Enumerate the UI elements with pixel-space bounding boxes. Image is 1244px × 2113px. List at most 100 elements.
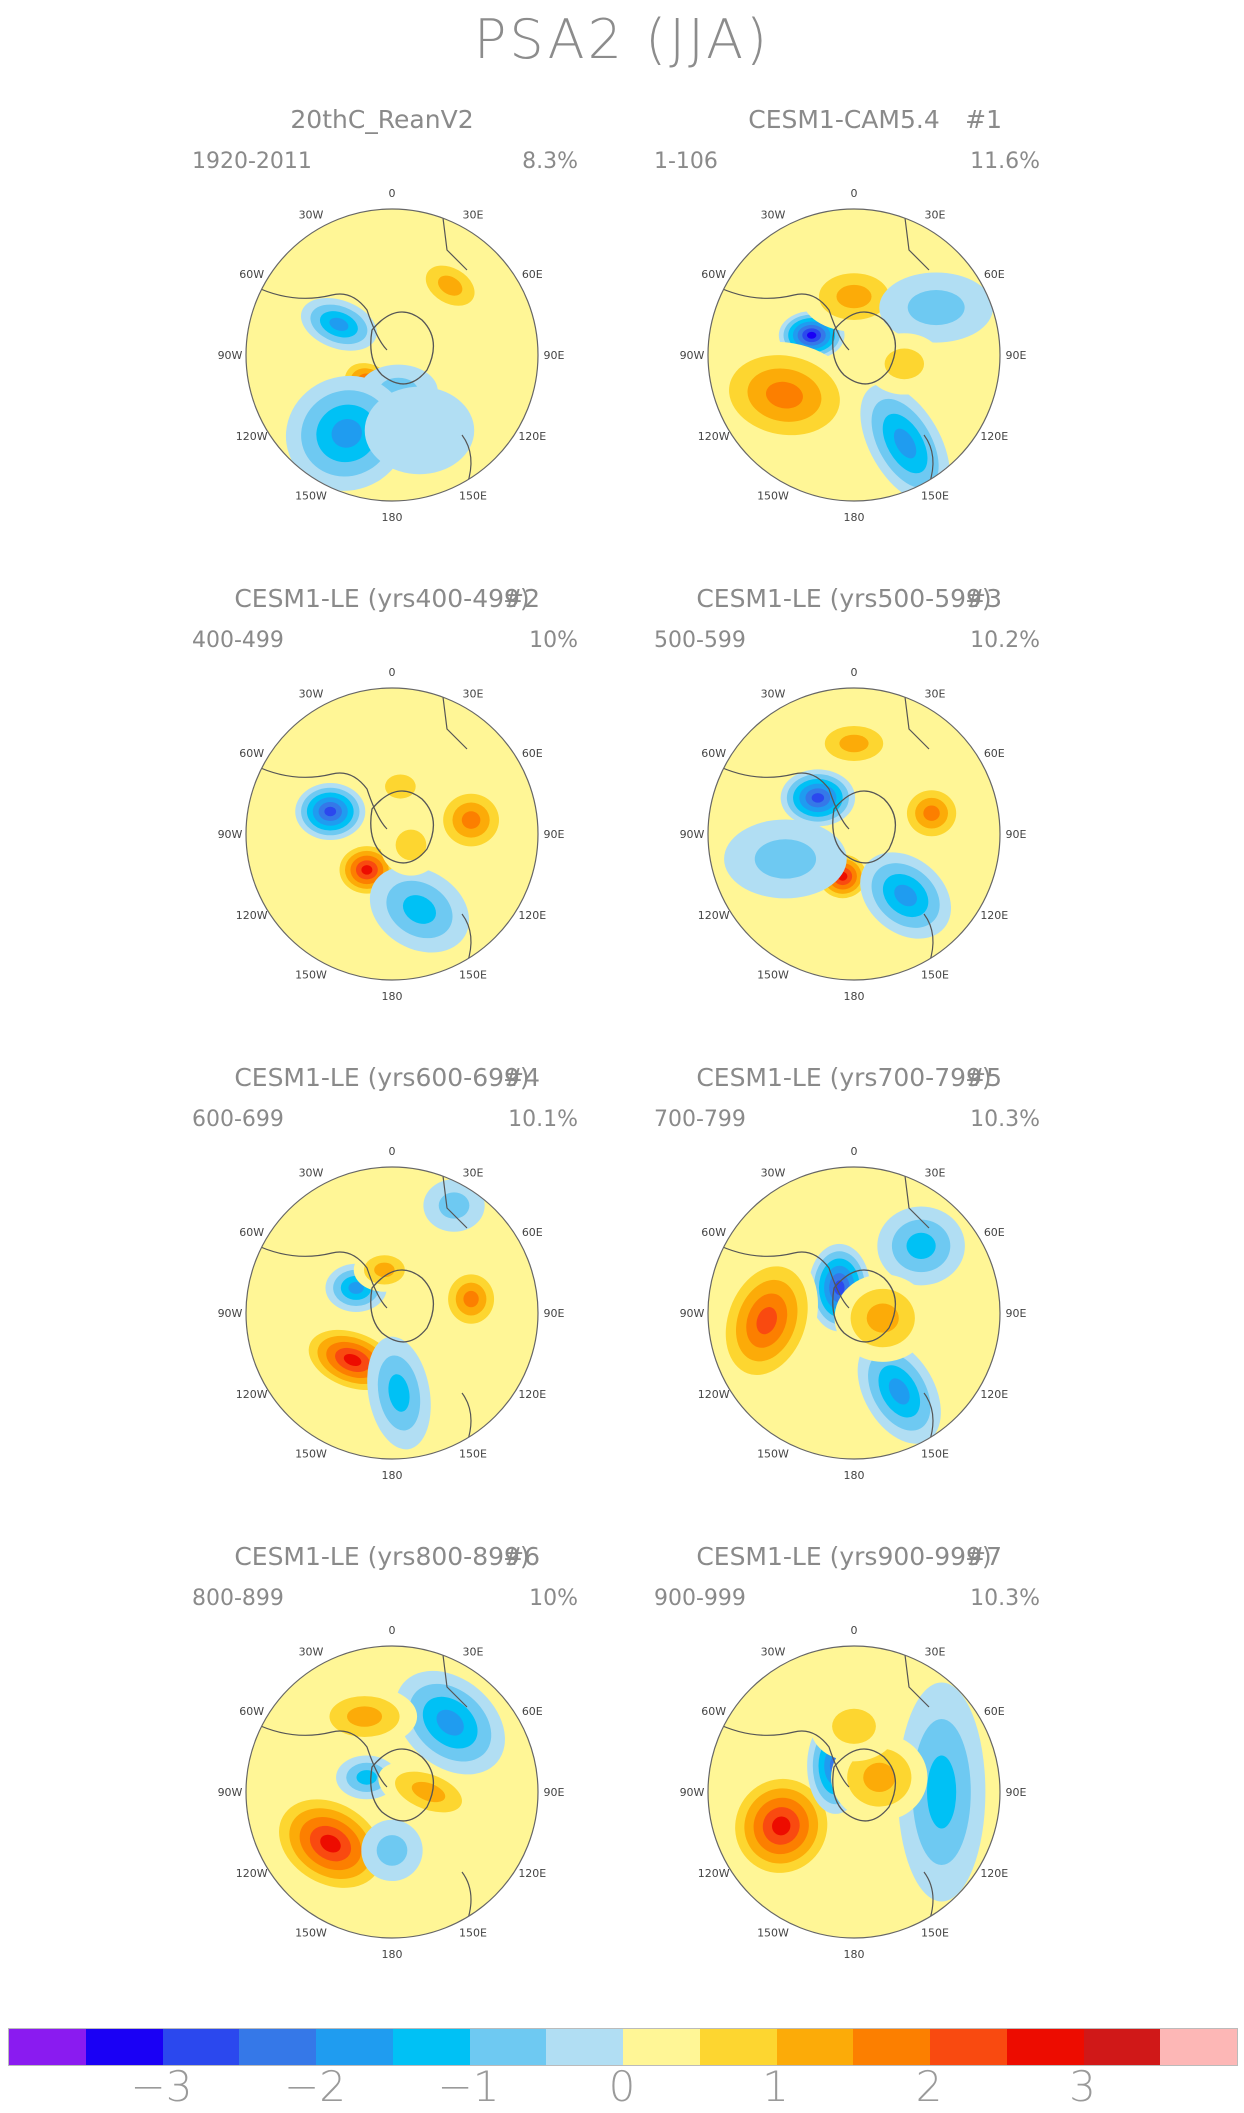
contour-region — [320, 1834, 341, 1853]
longitude-label: 150W — [295, 489, 327, 502]
contour-region — [836, 284, 872, 309]
contour-region — [461, 811, 481, 829]
colorbar-swatch — [162, 2029, 240, 2065]
contour-region — [756, 1307, 777, 1335]
map-border — [245, 687, 539, 981]
longitude-label: 60W — [701, 268, 726, 281]
panel-number: #4 — [503, 1063, 540, 1092]
longitude-label: 120W — [698, 1867, 730, 1880]
longitude-label: 90E — [544, 1786, 565, 1799]
longitude-label: 120E — [518, 909, 546, 922]
longitude-label: 30E — [463, 688, 484, 701]
longitude-label: 150E — [921, 489, 949, 502]
contour-region — [411, 1781, 446, 1803]
map-panel: CESM1-LE (yrs900-999)#7 900-999 10.3% 0 30E 6… — [654, 1542, 1040, 1961]
longitude-label: 90E — [1006, 349, 1027, 362]
coastline — [251, 1721, 388, 1788]
coastline — [903, 1167, 930, 1229]
longitude-label: 60E — [522, 1226, 543, 1239]
panel-percent: 10.3% — [970, 1107, 1040, 1132]
coastline — [832, 311, 896, 385]
panel-years: 1-106 — [654, 149, 718, 174]
coastline — [251, 284, 388, 351]
contour-region — [364, 386, 475, 475]
contour-region — [388, 1374, 410, 1412]
colorbar-swatch — [239, 2029, 316, 2065]
panel-title: CESM1-LE (yrs400-499) — [234, 584, 529, 613]
contour-region — [436, 1709, 464, 1736]
longitude-label: 60E — [984, 747, 1005, 760]
contour-region — [376, 1835, 408, 1866]
longitude-label: 150W — [757, 968, 789, 981]
contour-region — [356, 1770, 377, 1785]
panel-title: CESM1-CAM5.4 — [748, 105, 940, 134]
colorbar-swatch — [623, 2029, 700, 2065]
longitude-label: 180 — [844, 1469, 865, 1482]
panel-number: #5 — [965, 1063, 1002, 1092]
colorbar-tick-label: 1 — [762, 2062, 789, 2111]
coastline — [441, 1167, 468, 1229]
map-border — [707, 687, 1001, 981]
longitude-label: 120W — [698, 1388, 730, 1401]
contour-region — [402, 895, 436, 924]
longitude-label: 150E — [921, 1447, 949, 1460]
colorbar-swatch — [1083, 2029, 1161, 2065]
colorbar-swatch — [469, 2029, 547, 2065]
map-border — [245, 1645, 539, 1939]
contour-region — [894, 884, 917, 907]
panel-percent: 10.2% — [970, 628, 1040, 653]
longitude-label: 60E — [984, 1705, 1005, 1718]
coastline — [713, 1242, 850, 1309]
longitude-label: 120W — [236, 909, 268, 922]
colorbar-tick-label: 2 — [915, 2062, 943, 2111]
longitude-label: 150W — [295, 1447, 327, 1460]
contour-region — [832, 1708, 876, 1744]
contour-region — [329, 317, 349, 331]
contour-region — [866, 1303, 899, 1333]
longitude-label: 0 — [851, 666, 858, 679]
panel-years: 500-599 — [654, 628, 746, 653]
longitude-label: 90E — [1006, 828, 1027, 841]
coastline — [903, 688, 930, 750]
panel-number: #1 — [965, 105, 1002, 134]
longitude-label: 60E — [984, 268, 1005, 281]
longitude-label: 60W — [239, 1705, 264, 1718]
longitude-label: 30W — [761, 688, 786, 701]
longitude-label: 0 — [851, 1624, 858, 1637]
colorbar-swatch — [85, 2029, 163, 2065]
longitude-label: 90E — [1006, 1786, 1027, 1799]
longitude-label: 120E — [980, 909, 1008, 922]
contour-region — [893, 428, 917, 459]
longitude-label: 150E — [921, 968, 949, 981]
contour-region — [395, 829, 427, 861]
longitude-label: 120W — [698, 909, 730, 922]
contour-region — [348, 1281, 364, 1294]
contour-region — [839, 734, 869, 753]
contour-region — [347, 1706, 383, 1727]
longitude-label: 150E — [459, 968, 487, 981]
longitude-label: 120E — [518, 430, 546, 443]
panel-years: 600-699 — [192, 1107, 284, 1132]
panel-title: CESM1-LE (yrs700-799) — [696, 1063, 991, 1092]
longitude-label: 30W — [299, 688, 324, 701]
map-panel: CESM1-LE (yrs400-499)#2 400-499 10% 0 30E 60E… — [192, 584, 578, 1003]
panel-percent: 8.3% — [522, 149, 578, 174]
longitude-label: 30E — [463, 209, 484, 222]
panel-title: CESM1-LE (yrs500-599) — [696, 584, 991, 613]
map-border — [707, 208, 1001, 502]
colorbar-tick-label: 0 — [608, 2062, 636, 2111]
panel-number: #7 — [965, 1542, 1002, 1571]
longitude-label: 180 — [382, 1948, 403, 1961]
colorbar-swatch — [776, 2029, 854, 2065]
colorbar-swatch — [699, 2029, 777, 2065]
colorbar-swatch — [9, 2029, 86, 2065]
contour-region — [772, 1816, 791, 1836]
colorbar-swatch — [1160, 2029, 1237, 2065]
coastline — [713, 763, 850, 830]
panel-years: 1920-2011 — [192, 149, 312, 174]
longitude-label: 120E — [980, 1867, 1008, 1880]
panel-title: 20thC_ReanV2 — [290, 105, 473, 134]
longitude-label: 120E — [518, 1867, 546, 1880]
longitude-label: 0 — [389, 1624, 396, 1637]
